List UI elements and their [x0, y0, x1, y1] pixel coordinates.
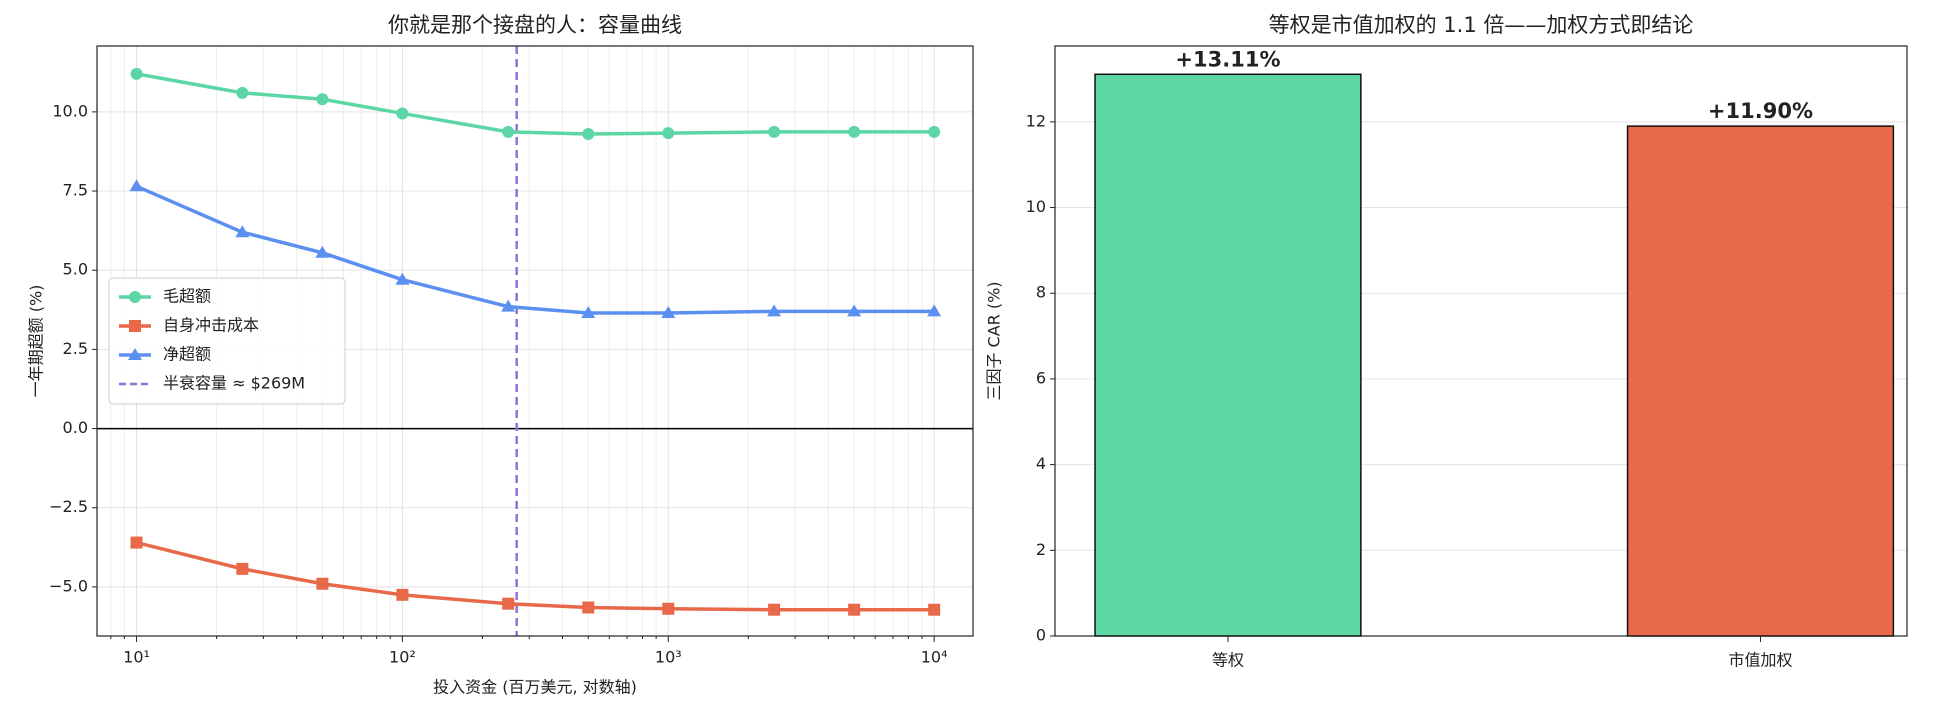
marker [236, 562, 249, 575]
legend-label: 半衰容量 ≈ $269M [163, 374, 305, 393]
marker [235, 225, 250, 238]
y-tick-label: 7.5 [63, 181, 88, 200]
y-tick-label: 10 [1026, 197, 1046, 216]
marker [768, 125, 781, 138]
marker [768, 603, 781, 616]
y-tick-label: 6 [1036, 368, 1046, 387]
marker [848, 603, 861, 616]
y-tick-label: −5.0 [49, 576, 88, 595]
x-tick-label: 10² [389, 648, 416, 667]
marker [315, 245, 330, 258]
y-tick-label: 2.5 [63, 339, 88, 358]
series-line [136, 540, 935, 612]
marker [582, 601, 595, 614]
legend-label: 净超额 [163, 345, 211, 364]
x-tick-label: 等权 [1212, 651, 1244, 670]
bar [1094, 73, 1362, 637]
legend-label: 毛超额 [163, 287, 211, 306]
marker [128, 348, 142, 360]
x-tick-label: 市值加权 [1728, 651, 1792, 670]
y-axis-label: 一年期超额 (%) [27, 285, 46, 398]
marker [928, 125, 941, 138]
chart-title: 你就是那个接盘的人：容量曲线 [388, 13, 682, 37]
marker [396, 588, 409, 601]
legend-box [108, 277, 346, 405]
marker [129, 291, 141, 303]
marker [130, 536, 143, 549]
x-tick-label: 10⁴ [921, 648, 948, 667]
y-tick-label: 5.0 [63, 260, 88, 279]
y-tick-label: 12 [1026, 111, 1046, 130]
y-tick-label: 4 [1036, 454, 1046, 473]
y-tick-label: 8 [1036, 283, 1046, 302]
x-tick-label: 10³ [655, 648, 682, 667]
value-label: +13.11% [1175, 47, 1280, 71]
marker [129, 320, 141, 332]
value-label: +11.90% [1708, 99, 1813, 123]
marker [236, 86, 249, 99]
y-tick-label: 0 [1036, 626, 1046, 645]
y-tick-label: 10.0 [52, 101, 88, 120]
marker [395, 272, 410, 285]
marker [662, 602, 675, 615]
marker [129, 179, 144, 192]
plot-frame [1054, 45, 1908, 637]
marker [582, 128, 595, 141]
marker [928, 603, 941, 616]
y-tick-label: −2.5 [49, 497, 88, 516]
marker [848, 125, 861, 138]
y-tick-label: 0.0 [63, 418, 88, 437]
legend-label: 自身冲击成本 [163, 316, 259, 335]
plot-frame [96, 45, 974, 637]
marker [927, 304, 942, 317]
y-tick-label: 2 [1036, 540, 1046, 559]
x-axis-label: 投入资金 (百万美元, 对数轴) [433, 678, 637, 697]
series-line [136, 72, 935, 136]
marker [501, 299, 516, 312]
marker [502, 597, 515, 610]
marker [581, 305, 596, 318]
marker [130, 67, 143, 80]
marker [316, 577, 329, 590]
marker [661, 305, 676, 318]
chart-title: 等权是市值加权的 1.1 倍——加权方式即结论 [1269, 13, 1694, 37]
marker [767, 304, 782, 317]
bar [1626, 125, 1895, 637]
marker [316, 93, 329, 106]
series-line [135, 184, 935, 315]
marker [847, 304, 862, 317]
marker [502, 125, 515, 138]
x-tick-label: 10¹ [123, 648, 150, 667]
marker [396, 107, 409, 120]
y-axis-label: 三因子 CAR (%) [985, 281, 1004, 400]
marker [662, 127, 675, 140]
